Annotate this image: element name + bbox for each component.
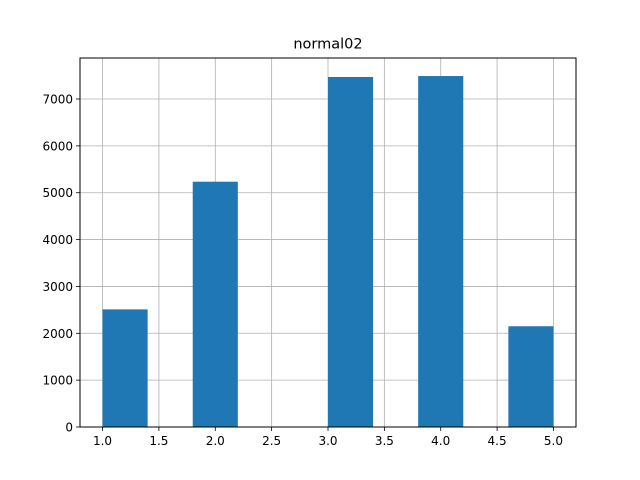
y-tick-label: 2000 [42,327,73,341]
x-tick-label: 4.5 [488,434,507,448]
y-tick-label: 1000 [42,374,73,388]
y-tick-label: 5000 [42,186,73,200]
y-tick-label: 4000 [42,233,73,247]
y-tick-label: 6000 [42,139,73,153]
histogram-bars [102,76,554,427]
x-tick-label: 2.0 [206,434,225,448]
histogram-bar [102,309,148,427]
x-tick-label: 3.0 [318,434,337,448]
histogram-bar [418,76,464,427]
histogram-bar [508,326,554,427]
x-tick-label: 5.0 [544,434,563,448]
x-tick-label: 1.0 [93,434,112,448]
chart-title: normal02 [293,37,362,53]
y-tick-label: 3000 [42,280,73,294]
x-tick-label: 4.0 [431,434,450,448]
y-tick-label: 0 [65,421,73,435]
histogram-bar [192,181,238,427]
x-tick-label: 1.5 [149,434,168,448]
x-tick-label: 3.5 [375,434,394,448]
x-axis-ticks: 1.0 1.5 2.0 2.5 3.0 3.5 4.0 4.5 5.0 [93,427,563,448]
y-tick-label: 7000 [42,93,73,107]
histogram-bar [328,76,374,427]
x-tick-label: 2.5 [262,434,281,448]
y-axis-ticks: 0 1000 2000 3000 4000 5000 6000 7000 [42,93,80,435]
